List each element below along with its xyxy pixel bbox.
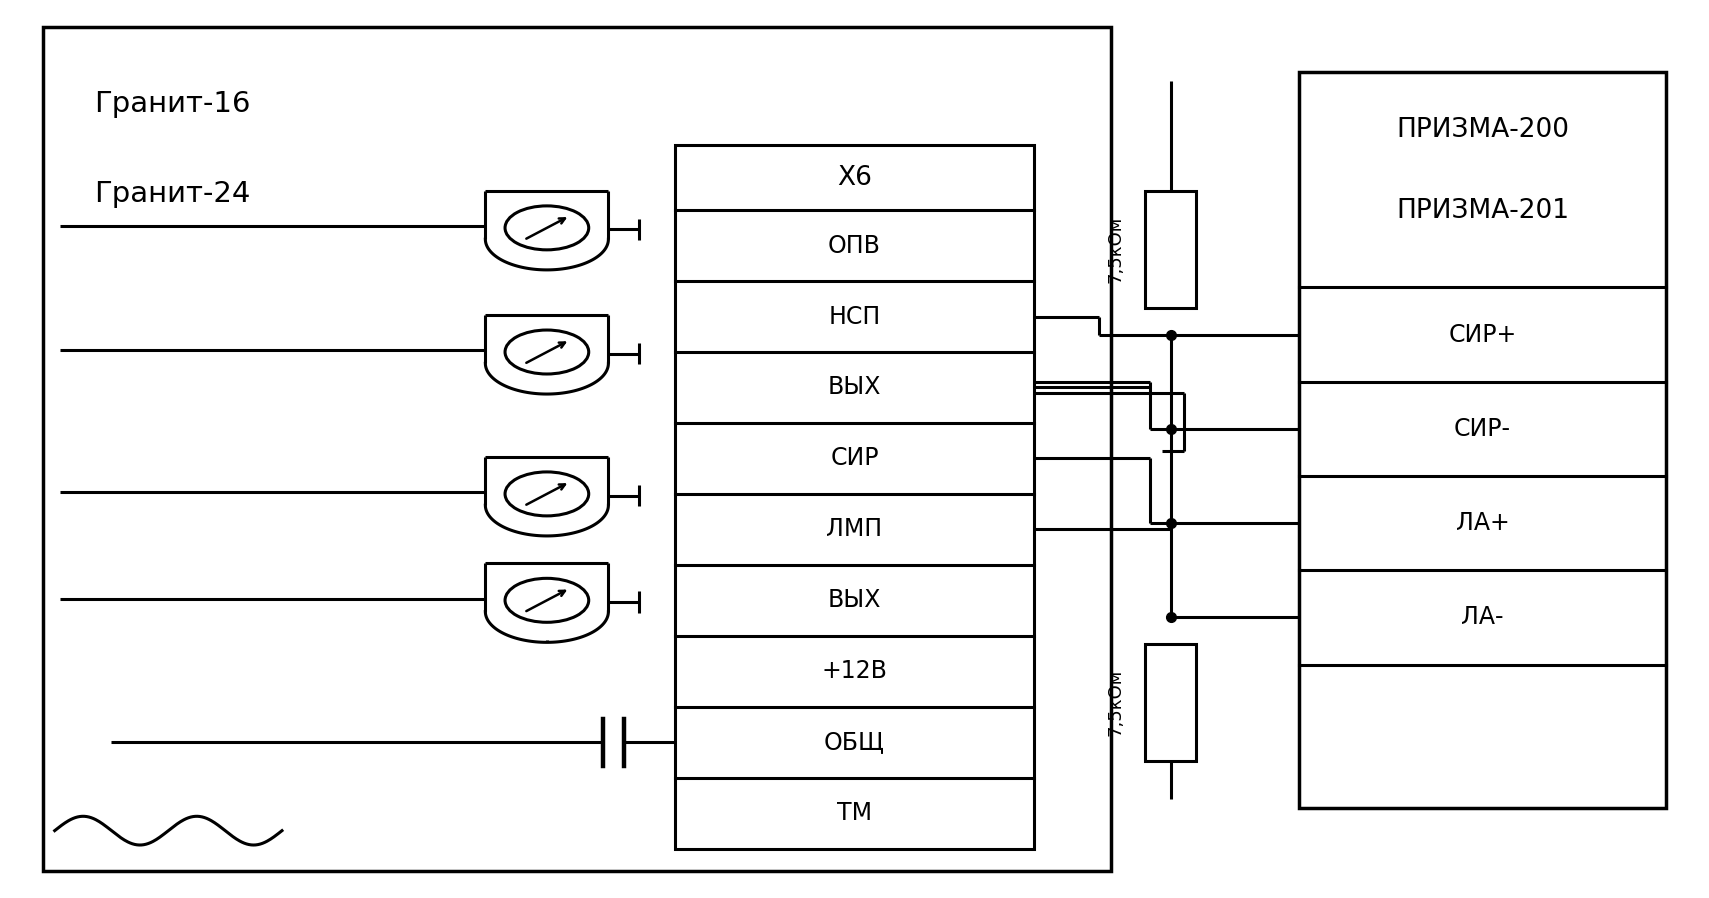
- Text: 7,5кОм: 7,5кОм: [1106, 669, 1125, 736]
- FancyBboxPatch shape: [675, 145, 1034, 849]
- Text: ВЫХ: ВЫХ: [827, 588, 882, 612]
- Text: Гранит-16: Гранит-16: [94, 90, 251, 118]
- Text: ОПВ: ОПВ: [829, 233, 880, 258]
- Text: ВЫХ: ВЫХ: [827, 375, 882, 400]
- Text: ПРИЗМА-201: ПРИЗМА-201: [1396, 198, 1569, 224]
- Text: Х6: Х6: [837, 165, 872, 190]
- Text: ТМ: ТМ: [837, 801, 872, 825]
- Text: ЛА+: ЛА+: [1456, 511, 1509, 535]
- Text: СИР-: СИР-: [1454, 417, 1511, 441]
- FancyBboxPatch shape: [43, 27, 1111, 871]
- Text: ЛА-: ЛА-: [1461, 605, 1504, 629]
- Text: 7,5кОм: 7,5кОм: [1106, 216, 1125, 283]
- FancyBboxPatch shape: [1299, 72, 1666, 808]
- Text: СИР+: СИР+: [1449, 322, 1516, 347]
- Text: ПРИЗМА-200: ПРИЗМА-200: [1396, 117, 1569, 143]
- Text: НСП: НСП: [829, 304, 880, 329]
- FancyBboxPatch shape: [1145, 645, 1196, 762]
- FancyBboxPatch shape: [1145, 191, 1196, 308]
- Text: СИР: СИР: [831, 446, 878, 471]
- Text: ЛМП: ЛМП: [827, 517, 882, 541]
- Text: +12В: +12В: [822, 659, 887, 683]
- Text: Гранит-24: Гранит-24: [94, 180, 251, 207]
- Text: ОБЩ: ОБЩ: [824, 730, 885, 754]
